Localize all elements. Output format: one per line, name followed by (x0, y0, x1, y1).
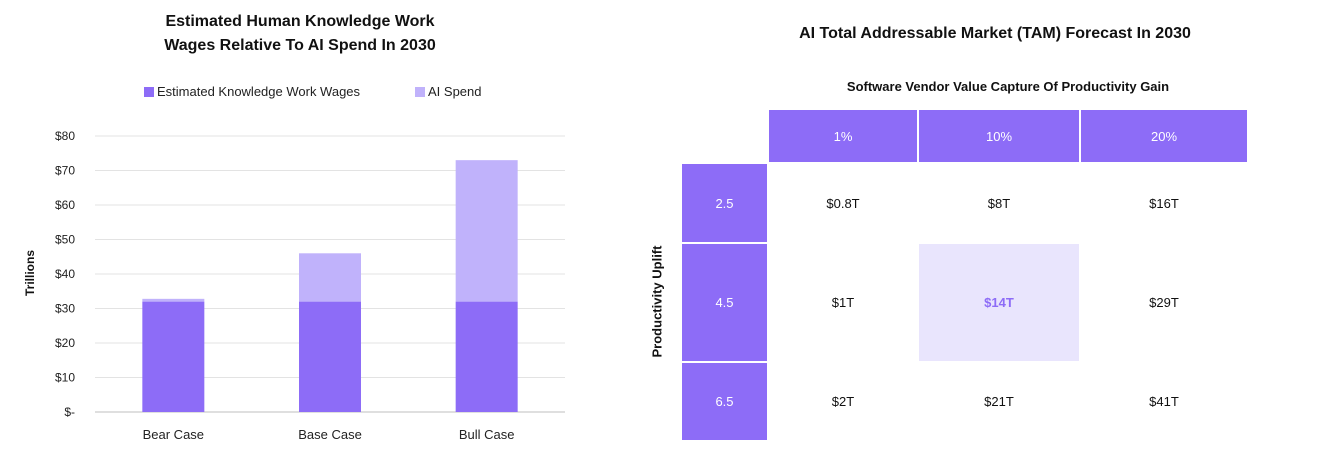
cell-r3-c1: $2T (831, 394, 855, 409)
y-tick-label: $40 (55, 267, 75, 281)
y-tick-label: $30 (55, 302, 75, 316)
bar-wages (142, 301, 205, 412)
cell-r2-c1: $1T (831, 295, 855, 310)
cell-r1-c1: $0.8T (826, 195, 860, 211)
y-tick-label: $10 (55, 371, 75, 385)
bar-wages (299, 301, 361, 412)
right-chart-title: AI Total Addressable Market (TAM) Foreca… (799, 25, 1191, 42)
cell-r1-c3: $16T (1149, 195, 1179, 211)
row-header-2: 4.5 (682, 244, 767, 361)
y-tick-label: $70 (55, 164, 75, 178)
y-tick-label: $- (64, 405, 75, 419)
x-category-label: Bear Case (143, 427, 204, 442)
left-bar-chart: $- $10 $20 $30 $40 $50 $60 $70 $80 Bear Case Base … (55, 129, 565, 442)
cell-r1-c2: $8T (987, 195, 1011, 211)
bar-ai-spend (142, 298, 205, 302)
row-axis-label: Productivity Uplift (649, 245, 665, 358)
left-chart-title: Estimated Human Knowledge Work Wages Rel… (120, 10, 480, 58)
row-header-3: 6.5 (682, 363, 767, 440)
column-header-2: 10% (919, 110, 1079, 162)
column-header-3: 20% (1081, 110, 1247, 162)
left-title-line2: Wages Relative To AI Spend In 2030 (164, 37, 436, 54)
table-column-header-title: Software Vendor Value Capture Of Product… (846, 79, 1170, 94)
row-header-1: 2.5 (682, 164, 767, 242)
legend-swatch-ai (415, 87, 425, 97)
legend-swatch-wages (144, 87, 154, 97)
legend-label-ai: AI Spend (428, 84, 482, 99)
x-category-label: Base Case (298, 427, 362, 442)
bar-wages (455, 301, 518, 412)
x-category-label: Bull Case (459, 427, 515, 442)
cell-r3-c2: $21T (984, 394, 1014, 409)
cell-r2-c3: $29T (1149, 295, 1179, 310)
bar-ai-spend (455, 160, 518, 302)
left-title-line1: Estimated Human Knowledge Work (165, 13, 435, 30)
y-tick-label: $50 (55, 233, 75, 247)
column-header-1: 1% (769, 110, 917, 162)
legend-label-wages: Estimated Knowledge Work Wages (157, 84, 361, 99)
y-tick-label: $20 (55, 336, 75, 350)
y-tick-label: $80 (55, 129, 75, 143)
cell-r2-c2-highlighted: $14T (919, 244, 1079, 361)
bar-ai-spend (299, 253, 361, 302)
y-tick-label: $60 (55, 198, 75, 212)
cell-r3-c3: $41T (1149, 394, 1179, 409)
